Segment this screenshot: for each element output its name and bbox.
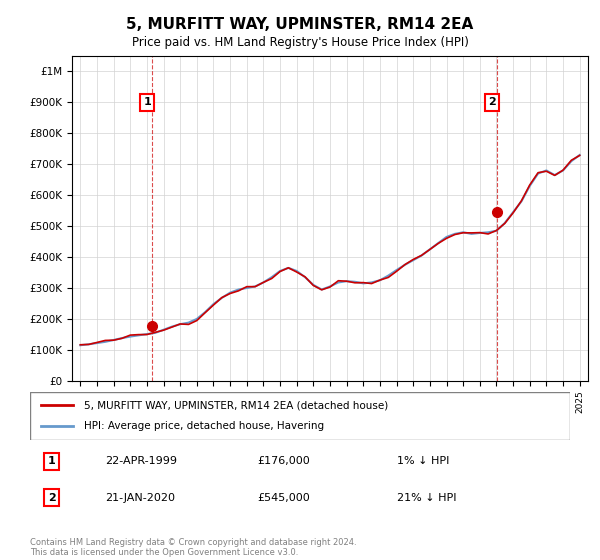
Text: 5, MURFITT WAY, UPMINSTER, RM14 2EA (detached house): 5, MURFITT WAY, UPMINSTER, RM14 2EA (det… (84, 400, 388, 410)
Text: 22-APR-1999: 22-APR-1999 (106, 456, 178, 466)
Text: 2: 2 (48, 492, 55, 502)
Text: 21% ↓ HPI: 21% ↓ HPI (397, 492, 457, 502)
Text: 21-JAN-2020: 21-JAN-2020 (106, 492, 176, 502)
Text: 1% ↓ HPI: 1% ↓ HPI (397, 456, 449, 466)
FancyBboxPatch shape (30, 392, 570, 440)
Text: Price paid vs. HM Land Registry's House Price Index (HPI): Price paid vs. HM Land Registry's House … (131, 36, 469, 49)
Text: 5, MURFITT WAY, UPMINSTER, RM14 2EA: 5, MURFITT WAY, UPMINSTER, RM14 2EA (127, 17, 473, 32)
Text: HPI: Average price, detached house, Havering: HPI: Average price, detached house, Have… (84, 421, 324, 431)
Text: Contains HM Land Registry data © Crown copyright and database right 2024.
This d: Contains HM Land Registry data © Crown c… (30, 538, 356, 557)
Text: £176,000: £176,000 (257, 456, 310, 466)
Text: £545,000: £545,000 (257, 492, 310, 502)
Text: 1: 1 (143, 97, 151, 108)
Text: 2: 2 (488, 97, 496, 108)
Text: 1: 1 (48, 456, 55, 466)
